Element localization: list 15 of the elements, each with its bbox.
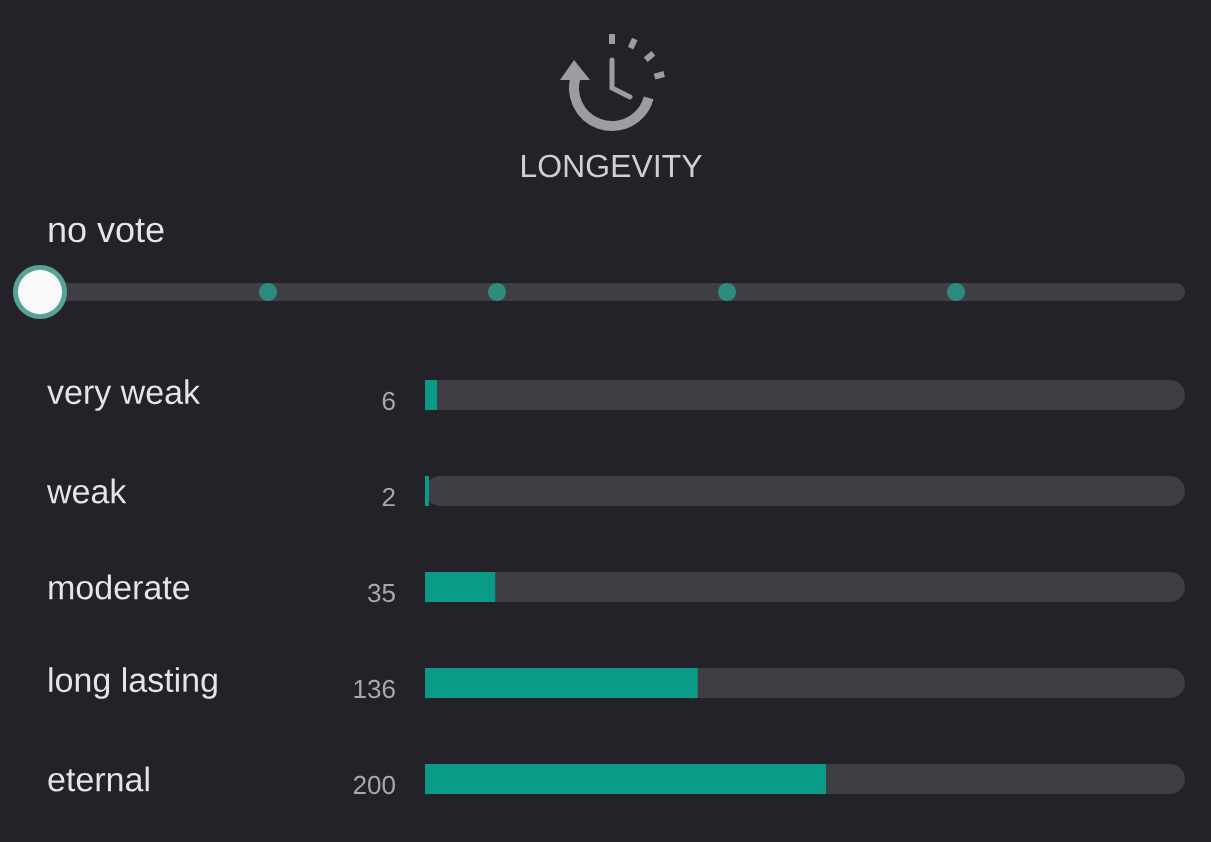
data-label: 136	[354, 679, 395, 699]
data-label: 35	[368, 583, 395, 603]
y-tick-label: moderate	[49, 574, 190, 600]
bar	[425, 572, 496, 603]
data-label: 6	[382, 391, 395, 411]
bar	[425, 476, 430, 507]
y-tick-label: long lasting	[49, 667, 217, 699]
text: no vote	[49, 218, 164, 243]
data-label: 2	[382, 487, 395, 507]
chart-title: LONGEVITY	[522, 154, 702, 178]
y-tick-label: eternal	[48, 766, 149, 792]
data-label: 200	[353, 775, 395, 795]
y-tick-label: very weak	[47, 379, 201, 411]
bar	[425, 380, 438, 411]
y-tick-label: weak	[46, 478, 127, 504]
